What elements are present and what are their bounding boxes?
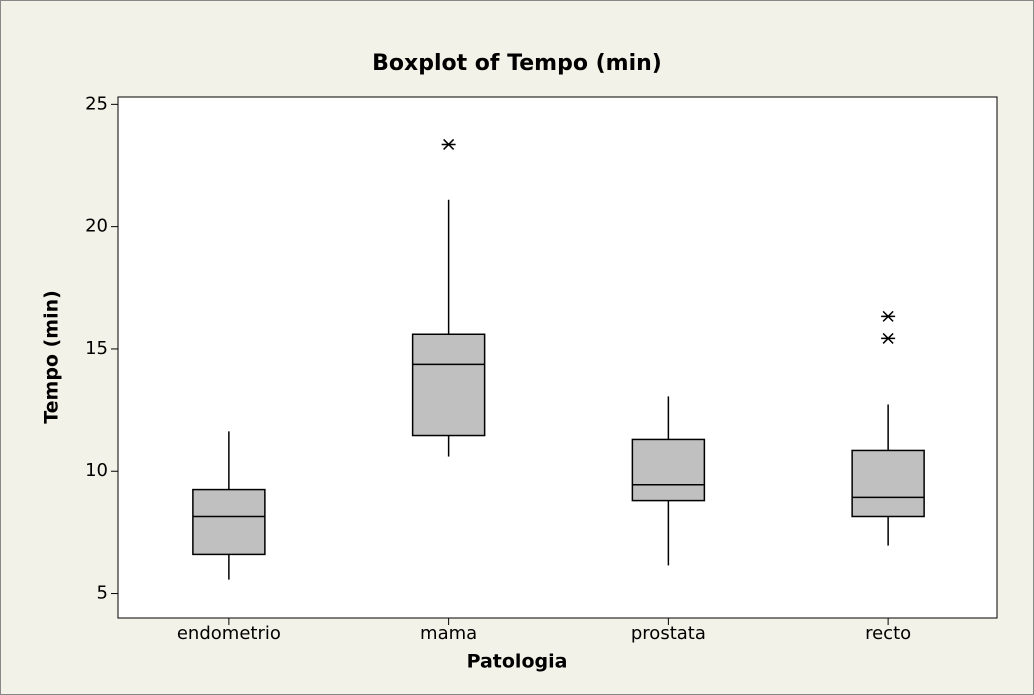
x-tick-label: mama <box>420 623 477 644</box>
y-tick-label: 5 <box>97 583 108 604</box>
y-tick-label: 15 <box>85 338 108 359</box>
box <box>192 488 266 556</box>
y-tick-label: 20 <box>85 216 108 237</box>
x-tick-label: recto <box>865 623 911 644</box>
box <box>631 438 706 502</box>
box <box>411 333 486 437</box>
y-tick-label: 10 <box>85 460 108 481</box>
outlier <box>881 310 896 322</box>
box <box>851 449 925 518</box>
x-tick-label: prostata <box>631 623 706 644</box>
x-tick-label: endometrio <box>177 623 281 644</box>
outlier <box>441 138 456 150</box>
outlier <box>881 332 896 344</box>
y-axis-label: Tempo (min) <box>41 290 63 424</box>
chart-title: Boxplot of Tempo (min) <box>372 51 662 76</box>
x-axis-label: Patologia <box>467 651 568 673</box>
y-tick-label: 25 <box>85 93 108 114</box>
